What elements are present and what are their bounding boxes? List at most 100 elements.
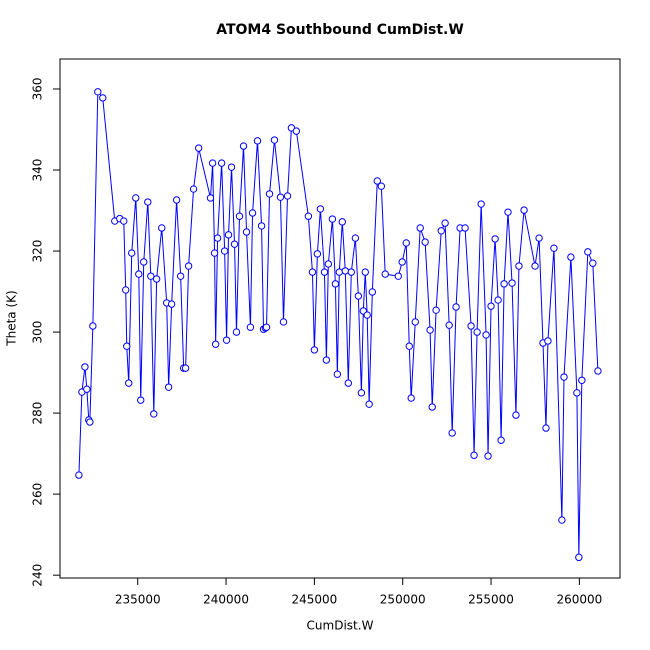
data-point <box>567 253 575 261</box>
data-point <box>416 224 424 232</box>
data-point <box>381 270 389 278</box>
data-point <box>208 159 217 167</box>
data-point <box>132 194 140 202</box>
data-point <box>347 268 356 276</box>
data-point <box>407 394 415 402</box>
data-point <box>328 215 337 223</box>
x-tick-label: 250000 <box>380 593 426 607</box>
data-point <box>144 198 152 206</box>
data-point <box>491 235 499 243</box>
x-axis-label: CumDist.W <box>307 619 374 633</box>
data-point <box>512 411 520 419</box>
data-point <box>411 318 419 326</box>
data-point <box>357 389 366 397</box>
data-point <box>331 280 340 288</box>
data-point <box>262 323 271 331</box>
data-point <box>304 212 313 220</box>
data-point <box>508 279 516 287</box>
data-point <box>239 142 248 150</box>
data-point <box>246 323 255 331</box>
data-point <box>594 367 602 375</box>
data-point <box>365 400 373 408</box>
data-point <box>158 224 166 232</box>
data-point <box>86 418 94 426</box>
data-point <box>558 516 566 524</box>
data-point <box>335 268 343 276</box>
y-tick-label: 320 <box>31 240 45 263</box>
data-point <box>279 318 288 326</box>
data-point <box>578 376 586 384</box>
data-point <box>242 228 251 236</box>
data-point <box>123 342 131 350</box>
data-point <box>81 363 89 371</box>
data-point <box>467 322 475 330</box>
data-point <box>232 328 241 336</box>
data-point <box>361 268 369 276</box>
data-point <box>128 249 136 257</box>
data-point <box>461 224 469 232</box>
data-point <box>189 185 198 193</box>
data-point <box>473 328 481 336</box>
data-point <box>181 364 190 372</box>
data-point <box>310 346 319 354</box>
data-point <box>257 222 266 230</box>
data-point <box>494 296 502 304</box>
data-point <box>531 262 539 270</box>
data-point <box>338 218 346 226</box>
data-point <box>452 303 460 311</box>
data-point <box>99 94 107 102</box>
data-point <box>137 396 145 404</box>
data-point <box>484 452 492 460</box>
data-point <box>405 342 413 350</box>
data-point <box>341 267 349 275</box>
x-tick-label: 240000 <box>203 593 249 607</box>
data-point <box>520 206 528 214</box>
data-point <box>194 144 203 152</box>
data-point <box>276 193 285 201</box>
data-point <box>550 244 558 252</box>
x-tick-label: 255000 <box>468 593 514 607</box>
data-point <box>542 424 550 432</box>
x-tick-label: 245000 <box>291 593 337 607</box>
data-point <box>363 311 371 319</box>
data-point <box>324 260 333 268</box>
data-point <box>504 208 512 216</box>
data-point <box>394 272 402 280</box>
data-point <box>515 262 523 270</box>
data-point <box>152 275 161 283</box>
data-point <box>428 403 436 411</box>
data-line <box>78 90 599 558</box>
data-point <box>544 337 552 345</box>
data-point <box>421 238 429 246</box>
data-point <box>164 383 173 391</box>
data-point <box>235 212 244 220</box>
data-point <box>535 234 543 242</box>
data-point <box>373 177 381 185</box>
data-point <box>248 209 257 217</box>
data-point <box>230 240 239 248</box>
data-point <box>482 331 490 339</box>
plot-box <box>59 58 621 579</box>
data-point <box>589 259 597 267</box>
y-tick-label: 280 <box>31 402 45 425</box>
data-point <box>351 234 360 242</box>
data-point <box>292 127 301 135</box>
chart-title: ATOM4 Southbound CumDist.W <box>216 22 464 38</box>
x-tick-label: 260000 <box>556 593 602 607</box>
data-point <box>120 217 128 225</box>
data-point <box>222 336 231 344</box>
data-point <box>560 373 568 381</box>
data-point <box>320 268 329 276</box>
data-point <box>477 200 485 208</box>
data-point <box>497 436 505 444</box>
data-point <box>265 190 274 198</box>
data-point <box>333 370 342 378</box>
data-point <box>184 262 193 270</box>
data-point <box>167 300 176 308</box>
data-point <box>211 340 220 348</box>
data-point <box>432 306 440 314</box>
data-point <box>500 280 508 288</box>
